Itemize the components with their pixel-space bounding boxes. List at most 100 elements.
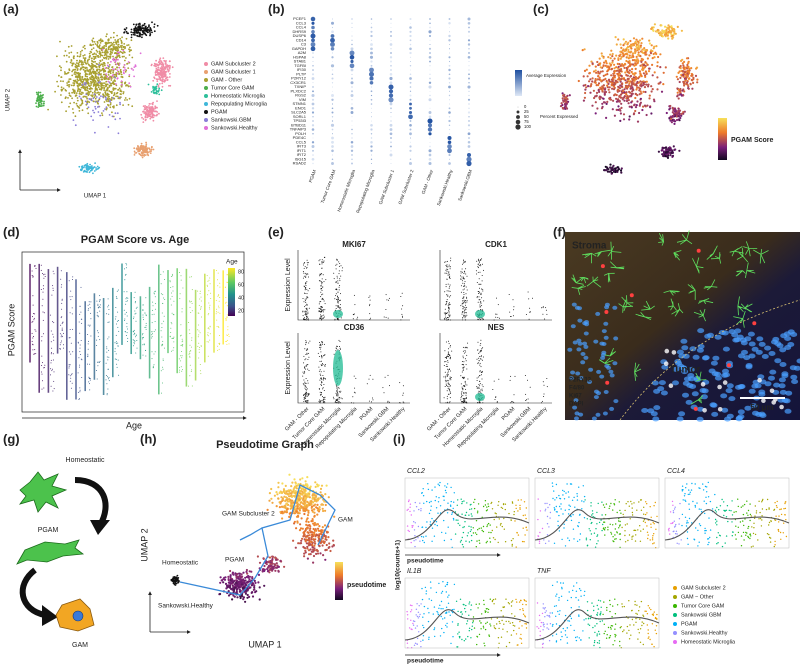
point: [102, 94, 105, 96]
point: [200, 306, 202, 308]
point: [92, 55, 95, 58]
point: [151, 314, 153, 316]
point: [317, 352, 319, 354]
point: [510, 316, 512, 317]
point: [323, 260, 325, 262]
point: [161, 327, 163, 328]
point: [95, 77, 98, 80]
point: [41, 373, 43, 375]
point: [304, 367, 306, 369]
point: [599, 79, 603, 82]
point: [322, 274, 324, 276]
point: [210, 298, 212, 299]
point: [351, 116, 353, 118]
point: [323, 343, 325, 345]
point: [56, 80, 58, 83]
point: [322, 398, 324, 400]
point: [198, 304, 200, 306]
point: [153, 292, 155, 294]
point: [207, 335, 209, 337]
point: [79, 391, 81, 393]
point: [99, 56, 101, 58]
point: [625, 48, 628, 51]
point: [85, 62, 87, 64]
point: [93, 58, 95, 61]
point: [42, 291, 44, 293]
point: [645, 80, 648, 83]
point: [68, 78, 71, 80]
point: [107, 38, 110, 41]
point: [39, 91, 42, 94]
point: [620, 56, 623, 59]
point: [369, 81, 374, 85]
point: [677, 115, 680, 118]
point: [625, 73, 628, 77]
point: [370, 137, 373, 139]
point: [117, 88, 120, 91]
point: [669, 104, 672, 108]
point: [304, 289, 306, 291]
point: [331, 30, 334, 34]
point: [60, 342, 62, 344]
point: [448, 383, 450, 385]
point: [145, 116, 147, 119]
point: [133, 147, 136, 150]
point: [307, 359, 309, 360]
point: [649, 52, 653, 55]
point: [444, 371, 446, 373]
point: [389, 136, 393, 140]
point: [305, 389, 307, 391]
point: [598, 62, 601, 66]
point: [333, 272, 335, 274]
point: [334, 298, 336, 300]
point: [143, 344, 145, 346]
point: [320, 281, 322, 282]
point: [108, 64, 111, 66]
point: [336, 387, 338, 389]
point: [97, 79, 100, 82]
point: [304, 272, 306, 274]
point: [350, 111, 354, 114]
point: [408, 161, 413, 166]
point: [468, 60, 470, 63]
point: [172, 337, 174, 339]
point: [410, 22, 411, 24]
point: [50, 330, 52, 332]
point: [606, 81, 609, 84]
point: [122, 49, 125, 52]
point: [33, 313, 34, 315]
point: [311, 145, 315, 148]
point: [463, 277, 465, 279]
point: [128, 54, 131, 56]
point: [622, 118, 626, 121]
point: [153, 313, 155, 315]
point: [95, 370, 97, 371]
point: [449, 316, 451, 318]
point: [408, 110, 413, 115]
point: [324, 354, 326, 356]
point: [449, 277, 451, 279]
point: [145, 111, 147, 113]
point: [142, 338, 144, 340]
point: [545, 309, 547, 311]
point: [467, 132, 471, 136]
point: [450, 392, 452, 394]
point: [141, 152, 143, 155]
point: [462, 355, 464, 357]
point: [338, 339, 340, 341]
point: [68, 52, 71, 54]
point: [625, 59, 628, 63]
point: [137, 35, 140, 38]
point: [153, 353, 155, 355]
point: [84, 47, 86, 50]
point: [640, 82, 643, 85]
point: [409, 120, 412, 122]
point: [172, 349, 174, 351]
point: [73, 71, 76, 74]
point: [385, 316, 387, 318]
point: [228, 336, 230, 337]
point: [78, 75, 81, 78]
point: [644, 75, 647, 78]
point: [117, 326, 119, 328]
point: [53, 336, 55, 338]
